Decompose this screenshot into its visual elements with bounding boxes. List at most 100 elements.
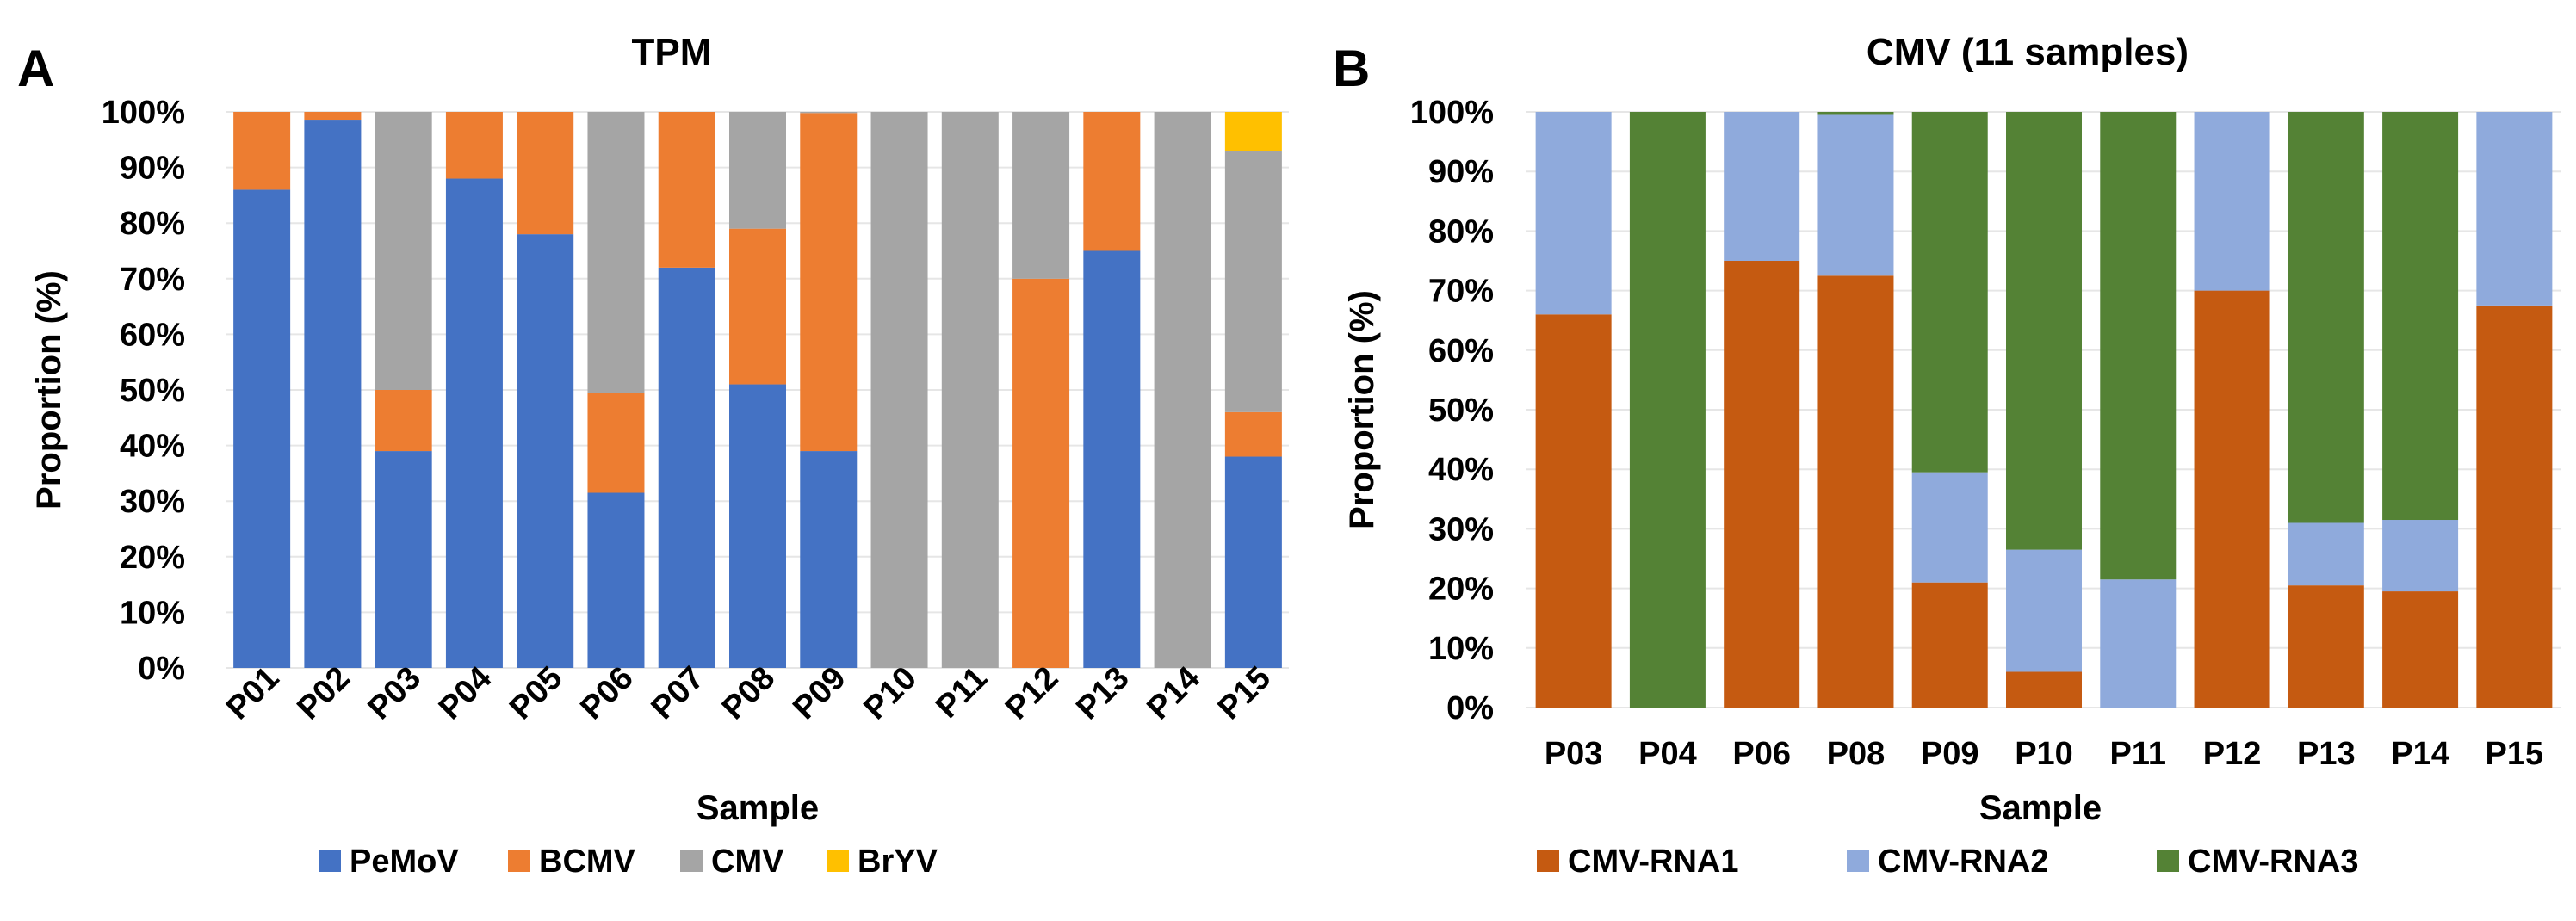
bar-segment-cmv-rna1 (1724, 261, 1800, 708)
panel-b-label: B (1333, 40, 1370, 97)
legend-label: BCMV (539, 844, 636, 880)
legend-label: CMV-RNA1 (1568, 844, 1738, 880)
bar-segment-cmv-rna1 (2476, 305, 2553, 708)
x-tick-label: P02 (290, 660, 357, 727)
bar-segment-cmv-rna2 (1724, 112, 1800, 261)
x-tick-label: P06 (573, 660, 641, 727)
y-tick-label: 20% (120, 540, 185, 576)
y-tick-label: 20% (1428, 572, 1494, 608)
bar-segment-bryv (1224, 112, 1282, 151)
legend-label: CMV (711, 844, 784, 880)
x-tick-label: P04 (1638, 736, 1697, 772)
bar-segment-cmv-rna3 (1817, 112, 1894, 115)
x-tick-label: P10 (857, 660, 924, 727)
bar-segment-cmv-rna1 (2288, 585, 2364, 708)
bar-segment-cmv-rna3 (1629, 112, 1706, 708)
legend-swatch-cmv-rna1 (1537, 850, 1559, 872)
y-tick-label: 80% (1428, 213, 1494, 250)
y-tick-label: 0% (1446, 690, 1494, 726)
x-tick-label: P04 (432, 660, 499, 727)
y-tick-label: 70% (120, 262, 185, 298)
x-tick-label: P15 (2486, 736, 2544, 772)
x-tick-label: P11 (2110, 736, 2167, 772)
bar-segment-cmv-rna3 (1911, 112, 1988, 473)
y-tick-label: 60% (1428, 333, 1494, 369)
panel-a-y-axis-title: Proportion (%) (30, 270, 68, 510)
bar-segment-bcmv (233, 112, 291, 190)
x-tick-label: P03 (362, 660, 429, 727)
x-tick-label: P05 (503, 660, 570, 727)
bar-segment-cmv-rna2 (2006, 549, 2082, 672)
y-tick-label: 50% (120, 373, 185, 409)
y-tick-label: 80% (120, 206, 185, 242)
legend-swatch-bryv (827, 850, 849, 872)
y-tick-label: 10% (120, 595, 185, 631)
bar-segment-pemov (587, 492, 645, 668)
x-tick-label: P06 (1732, 736, 1791, 772)
bar-segment-cmv (870, 112, 928, 668)
legend-label: BrYV (858, 844, 938, 880)
panel-a-chart: A TPM Proportion (%) Sample 0% 10% 20% 30% 4… (17, 31, 1289, 880)
bar-segment-cmv-rna2 (2476, 112, 2553, 306)
bar-segment-cmv-rna2 (1817, 114, 1894, 276)
bar-segment-cmv (1012, 112, 1070, 279)
y-tick-label: 100% (102, 95, 185, 131)
legend-label: PeMoV (350, 844, 459, 880)
x-tick-label: P15 (1211, 660, 1279, 727)
legend-swatch-cmv (680, 850, 703, 872)
bar-segment-pemov (304, 120, 362, 668)
bar-segment-cmv (800, 112, 858, 114)
bar-segment-pemov (1083, 250, 1141, 668)
x-tick-label: P09 (1921, 736, 1979, 772)
bar-segment-pemov (445, 178, 503, 668)
x-tick-label: P14 (2391, 736, 2449, 772)
x-tick-label: P13 (1069, 660, 1136, 727)
bar-segment-cmv (941, 112, 999, 668)
bar-segment-cmv (587, 112, 645, 393)
panel-a-label: A (17, 40, 54, 97)
bar-segment-pemov (729, 384, 786, 668)
y-tick-label: 30% (1428, 511, 1494, 547)
x-tick-label: P09 (786, 660, 853, 727)
bar-segment-bcmv (1224, 411, 1282, 457)
bar-segment-cmv-rna1 (1817, 275, 1894, 708)
bar-segment-cmv-rna1 (2194, 290, 2270, 708)
bar-segment-cmv (1154, 112, 1211, 668)
bar-segment-pemov (233, 189, 291, 668)
legend-swatch-cmv-rna3 (2157, 850, 2179, 872)
panel-a-title: TPM (632, 31, 712, 73)
x-tick-label: P12 (2203, 736, 2262, 772)
bar-segment-cmv-rna2 (1911, 472, 1988, 583)
legend-swatch-pemov (319, 850, 341, 872)
bar-segment-pemov (1224, 456, 1282, 668)
panel-b-title: CMV (11 samples) (1867, 31, 2189, 73)
bar-segment-pemov (658, 267, 715, 668)
x-tick-label: P01 (220, 660, 287, 727)
y-tick-label: 90% (1428, 154, 1494, 190)
bar-segment-bcmv (587, 393, 645, 493)
panel-b-y-axis-title: Proportion (%) (1343, 290, 1381, 529)
x-tick-label: P11 (929, 660, 994, 726)
x-tick-label: P03 (1545, 736, 1603, 772)
bar-segment-pemov (517, 234, 574, 668)
x-tick-label: P14 (1140, 660, 1207, 727)
bar-segment-cmv (729, 112, 786, 229)
y-tick-label: 30% (120, 484, 185, 520)
y-tick-label: 40% (1428, 452, 1494, 488)
x-tick-label: P12 (999, 660, 1066, 727)
bar-segment-pemov (375, 451, 432, 668)
bar-segment-cmv-rna1 (1911, 582, 1988, 708)
x-tick-label: P13 (2297, 736, 2356, 772)
bar-segment-bcmv (517, 112, 574, 235)
bar-segment-bcmv (800, 113, 858, 452)
x-tick-label: P08 (715, 660, 783, 727)
bar-segment-cmv-rna2 (2288, 522, 2364, 586)
bar-segment-cmv-rna2 (1535, 112, 1612, 315)
legend-label: CMV-RNA3 (2188, 844, 2358, 880)
x-tick-label: P08 (1827, 736, 1886, 772)
y-tick-label: 70% (1428, 274, 1494, 310)
legend-label: CMV-RNA2 (1878, 844, 2048, 880)
y-tick-label: 50% (1428, 393, 1494, 429)
y-tick-label: 100% (1410, 95, 1494, 131)
bar-segment-cmv-rna2 (2100, 579, 2177, 708)
